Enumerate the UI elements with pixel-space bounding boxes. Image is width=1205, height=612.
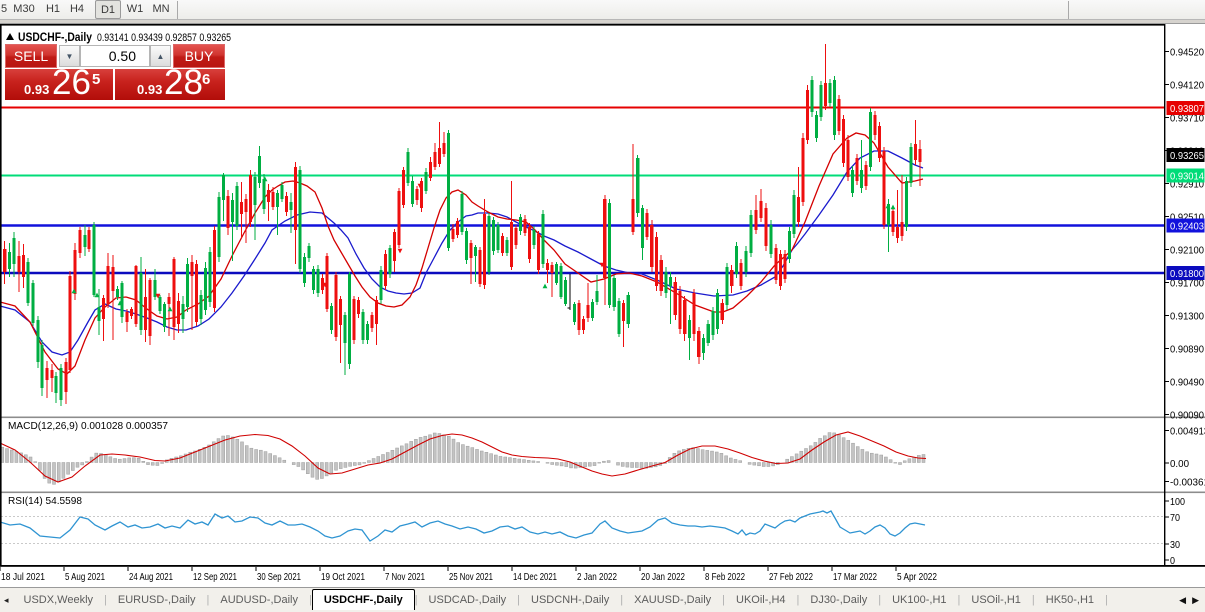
svg-text:0.93710: 0.93710 [1170,113,1204,125]
svg-text:27 Feb 2022: 27 Feb 2022 [769,571,813,583]
svg-text:0.00: 0.00 [1170,458,1189,470]
svg-text:0.94120: 0.94120 [1170,80,1204,92]
svg-text:0.93014: 0.93014 [1170,171,1204,183]
svg-text:14 Dec 2021: 14 Dec 2021 [513,571,557,583]
svg-text:0.92100: 0.92100 [1170,245,1204,257]
svg-text:24 Aug 2021: 24 Aug 2021 [129,571,173,583]
svg-text:20 Jan 2022: 20 Jan 2022 [641,571,685,583]
svg-text:30: 30 [1170,539,1180,551]
svg-text:25 Nov 2021: 25 Nov 2021 [449,571,493,583]
svg-text:0: 0 [1170,555,1175,567]
svg-text:0.90490: 0.90490 [1170,377,1204,389]
svg-text:70: 70 [1170,512,1180,524]
svg-text:0.90890: 0.90890 [1170,344,1204,356]
svg-text:2 Jan 2022: 2 Jan 2022 [577,571,617,583]
svg-text:5 Apr 2022: 5 Apr 2022 [897,571,937,583]
svg-text:0.92403: 0.92403 [1170,221,1204,233]
svg-text:0.93265: 0.93265 [1170,150,1204,162]
svg-text:17 Mar 2022: 17 Mar 2022 [833,571,877,583]
svg-text:18 Jul 2021: 18 Jul 2021 [1,571,45,583]
svg-text:100: 100 [1170,496,1185,508]
svg-text:0.93141 0.93439 0.92857 0.9326: 0.93141 0.93439 0.92857 0.93265 [97,32,231,44]
svg-text:0.004913: 0.004913 [1170,426,1205,438]
svg-text:8 Feb 2022: 8 Feb 2022 [705,571,745,583]
svg-text:0.91300: 0.91300 [1170,311,1204,323]
svg-text:RSI(14) 54.5598: RSI(14) 54.5598 [8,495,82,507]
svg-text:0.91700: 0.91700 [1170,278,1204,290]
svg-text:MACD(12,26,9) 0.001028 0.00035: MACD(12,26,9) 0.001028 0.000357 [8,420,168,432]
svg-text:0.94520: 0.94520 [1170,47,1204,59]
svg-text:0.90090: 0.90090 [1170,410,1204,422]
svg-text:0.93807: 0.93807 [1170,103,1204,115]
svg-text:12 Sep 2021: 12 Sep 2021 [193,571,237,583]
svg-text:7 Nov 2021: 7 Nov 2021 [385,571,425,583]
svg-text:0.91800: 0.91800 [1170,268,1204,280]
svg-text:19 Oct 2021: 19 Oct 2021 [321,571,365,583]
svg-text:30 Sep 2021: 30 Sep 2021 [257,571,301,583]
svg-text:USDCHF-,Daily: USDCHF-,Daily [18,32,93,44]
svg-text:5 Aug 2021: 5 Aug 2021 [65,571,105,583]
